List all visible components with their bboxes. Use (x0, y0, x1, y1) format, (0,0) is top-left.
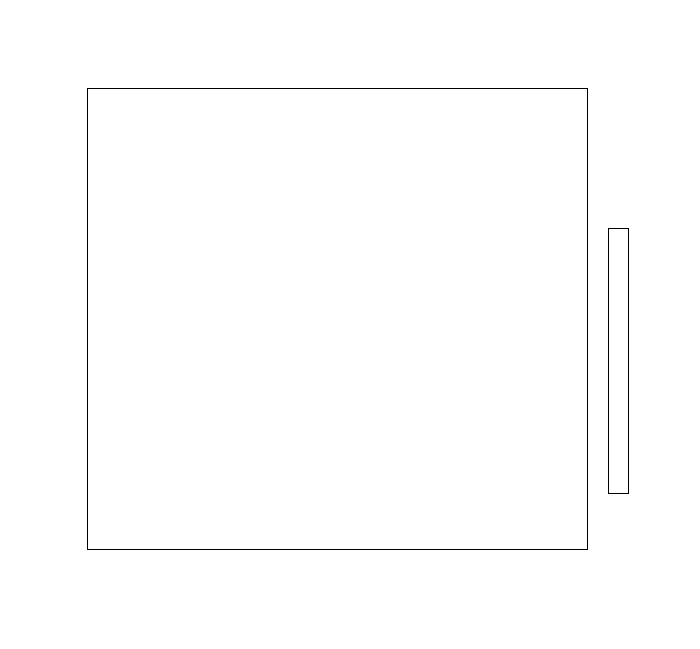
colorbar[interactable] (608, 228, 629, 494)
pm25-map-plot[interactable] (87, 88, 588, 550)
colorbar-gradient (608, 228, 629, 494)
pm25-concentration-canvas (88, 89, 587, 549)
